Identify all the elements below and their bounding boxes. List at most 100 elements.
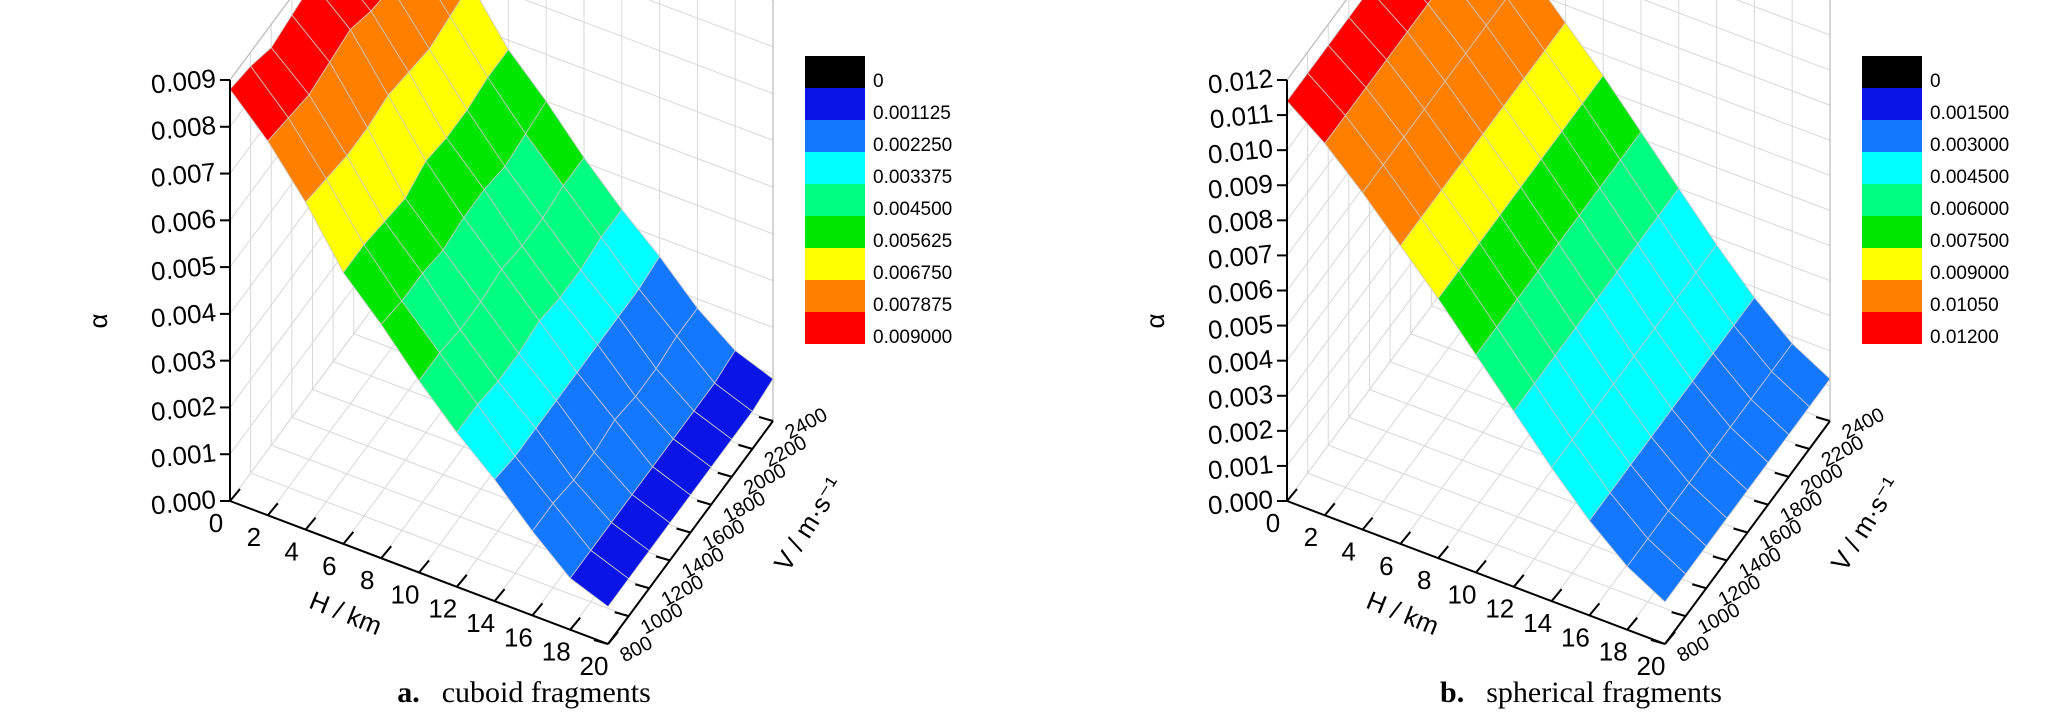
tick-mark xyxy=(1753,499,1769,506)
x-tick-label: 4 xyxy=(284,536,298,566)
x-tick-label: 8 xyxy=(1417,565,1431,595)
z-tick-label: 0.010 xyxy=(1206,133,1274,170)
z-tick-label: 0.007 xyxy=(1206,238,1274,275)
colorbar-swatch xyxy=(805,312,865,344)
x-tick-label: 10 xyxy=(1448,579,1477,609)
tick-mark xyxy=(655,555,671,562)
tick-mark xyxy=(607,631,619,645)
surface-chart: 0.0000.0010.0020.0030.0040.0050.0060.007… xyxy=(83,0,952,709)
surface-cell xyxy=(361,0,382,12)
colorbar-label: 0.006750 xyxy=(873,263,952,284)
colorbar-swatch xyxy=(805,88,865,120)
x-tick-label: 6 xyxy=(1379,551,1393,581)
x-tick-label: 14 xyxy=(1523,608,1552,638)
z-tick-label: 0.001 xyxy=(149,437,217,474)
caption-label: a. xyxy=(397,676,420,709)
z-tick-label: 0.009 xyxy=(149,63,217,100)
tick-mark xyxy=(1733,527,1748,534)
tick-mark xyxy=(696,499,712,506)
tick-mark xyxy=(1671,611,1686,618)
tick-mark xyxy=(1399,531,1412,545)
colorbar-swatch xyxy=(1862,88,1922,120)
wall-edge xyxy=(1286,0,1347,81)
surface-chart: 0.0000.0010.0020.0030.0040.0050.0060.007… xyxy=(1140,0,2009,709)
x-tick-label: 8 xyxy=(360,565,374,595)
colorbar-swatch xyxy=(805,120,865,152)
y-tick-label: 2400 xyxy=(1838,404,1888,444)
z-tick-label: 0.006 xyxy=(149,203,217,240)
tick-mark xyxy=(1550,588,1563,602)
colorbar-label: 0.009000 xyxy=(1930,263,2009,284)
surface-cell xyxy=(1626,538,1687,603)
caption-label: b. xyxy=(1440,676,1464,709)
tick-mark xyxy=(1650,639,1666,645)
x-tick-label: 6 xyxy=(322,551,336,581)
colorbar-label: 0.01200 xyxy=(1930,327,1999,348)
tick-mark xyxy=(456,574,468,588)
surface-cell xyxy=(1423,0,1432,5)
tick-mark xyxy=(380,545,392,559)
z-tick-label: 0.007 xyxy=(149,157,217,194)
colorbar-swatch xyxy=(1862,120,1922,152)
z-tick-label: 0.008 xyxy=(1206,203,1274,240)
tick-mark xyxy=(717,471,733,478)
colorbar-swatch xyxy=(805,56,865,88)
colorbar-swatch xyxy=(805,280,865,312)
tick-mark xyxy=(569,617,581,631)
tick-mark xyxy=(1795,443,1810,450)
colorbar-label: 0.007500 xyxy=(1930,231,2009,252)
caption-text: cuboid fragments xyxy=(442,676,651,709)
tick-mark xyxy=(1588,602,1601,617)
tick-mark xyxy=(1712,555,1728,562)
colorbar-swatch xyxy=(1862,312,1922,344)
z-tick-label: 0.012 xyxy=(1206,63,1274,100)
tick-mark xyxy=(1286,488,1298,502)
tick-mark xyxy=(614,611,629,618)
z-tick-label: 0.001 xyxy=(1206,449,1274,486)
tick-mark xyxy=(267,502,279,516)
tick-mark xyxy=(229,488,241,502)
tick-mark xyxy=(1513,574,1525,588)
wall-edge xyxy=(229,0,290,81)
tick-mark xyxy=(1691,583,1707,590)
z-tick-label: 0.003 xyxy=(149,344,217,381)
colorbar-label: 0.003375 xyxy=(873,167,952,188)
surface-cell xyxy=(569,549,630,608)
colorbar-label: 0.005625 xyxy=(873,231,952,252)
tick-mark xyxy=(418,559,430,574)
caption: b. spherical fragments xyxy=(1440,676,1722,709)
colorbar-label: 0.01050 xyxy=(1930,295,1999,316)
tick-mark xyxy=(1361,516,1374,531)
x-tick-label: 0 xyxy=(1266,508,1280,538)
x-tick-label: 2 xyxy=(1304,522,1318,552)
x-tick-label: 16 xyxy=(504,622,533,652)
grid-line xyxy=(647,0,774,48)
colorbar-label: 0.004500 xyxy=(1930,167,2009,188)
x-tick-label: 4 xyxy=(1341,536,1355,566)
colorbar-swatch xyxy=(1862,56,1922,88)
z-tick-label: 0.011 xyxy=(1208,98,1274,134)
colorbar-label: 0.004500 xyxy=(873,199,952,220)
colorbar-swatch xyxy=(1862,152,1922,184)
colorbar-swatch xyxy=(805,184,865,216)
grid-line xyxy=(1735,0,1831,36)
z-tick-label: 0.002 xyxy=(1206,414,1274,451)
x-tick-label: 18 xyxy=(1599,637,1628,667)
grid-line xyxy=(1286,277,1453,502)
tick-mark xyxy=(1815,416,1831,422)
colorbar-swatch xyxy=(1862,280,1922,312)
z-axis-title: α xyxy=(83,313,113,328)
tick-mark xyxy=(531,602,544,617)
colorbar-label: 0.001500 xyxy=(1930,103,2009,124)
x-tick-label: 20 xyxy=(1637,651,1666,681)
colorbar-label: 0 xyxy=(873,71,884,92)
z-tick-label: 0.008 xyxy=(149,110,217,147)
x-tick-label: 20 xyxy=(580,651,609,681)
colorbar-swatch xyxy=(805,152,865,184)
tick-mark xyxy=(593,639,609,645)
y-axis-title: V / m·s⁻¹ xyxy=(768,471,849,576)
z-tick-label: 0.003 xyxy=(1206,379,1274,416)
colorbar-swatch xyxy=(805,216,865,248)
y-tick-label: 2400 xyxy=(781,404,831,444)
